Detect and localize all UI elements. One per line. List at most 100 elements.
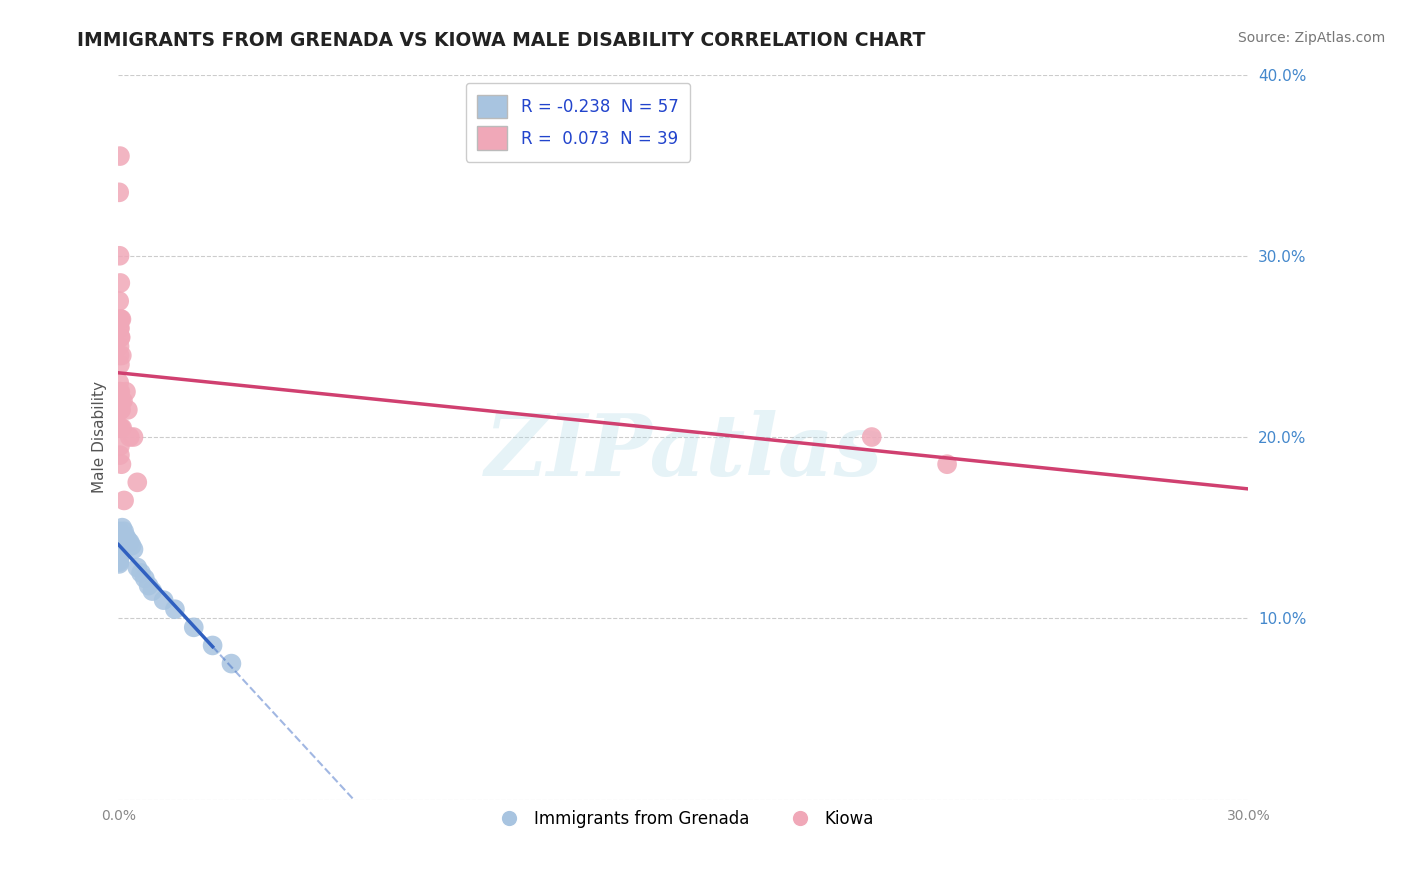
Point	[117, 402, 139, 417]
Point	[110, 402, 132, 417]
Point	[108, 321, 131, 335]
Point	[860, 430, 883, 444]
Point	[110, 421, 132, 435]
Point	[121, 539, 143, 553]
Point	[108, 544, 131, 558]
Legend: Immigrants from Grenada, Kiowa: Immigrants from Grenada, Kiowa	[486, 804, 880, 835]
Point	[108, 294, 131, 309]
Point	[108, 528, 131, 542]
Point	[118, 430, 141, 444]
Point	[108, 537, 131, 551]
Point	[108, 544, 131, 558]
Point	[108, 551, 131, 566]
Point	[108, 546, 131, 560]
Point	[112, 493, 135, 508]
Point	[111, 421, 134, 435]
Point	[108, 149, 131, 163]
Point	[108, 539, 131, 553]
Point	[108, 551, 131, 566]
Point	[111, 348, 134, 362]
Point	[108, 557, 131, 571]
Point	[108, 546, 131, 560]
Point	[108, 548, 131, 562]
Point	[108, 542, 131, 557]
Point	[108, 533, 131, 548]
Point	[108, 249, 131, 263]
Point	[108, 530, 131, 544]
Point	[108, 533, 131, 548]
Point	[115, 384, 138, 399]
Point	[108, 535, 131, 549]
Point	[183, 620, 205, 634]
Point	[110, 312, 132, 326]
Point	[108, 537, 131, 551]
Point	[108, 532, 131, 546]
Point	[108, 546, 131, 560]
Point	[108, 539, 131, 553]
Point	[108, 402, 131, 417]
Point	[108, 530, 131, 544]
Point	[108, 542, 131, 557]
Point	[108, 553, 131, 567]
Point	[127, 475, 149, 490]
Point	[163, 602, 186, 616]
Point	[201, 639, 224, 653]
Point	[108, 439, 131, 453]
Point	[129, 566, 152, 580]
Point	[110, 402, 132, 417]
Point	[108, 348, 131, 362]
Point	[115, 530, 138, 544]
Point	[108, 530, 131, 544]
Point	[111, 393, 134, 408]
Y-axis label: Male Disability: Male Disability	[93, 381, 107, 493]
Text: Source: ZipAtlas.com: Source: ZipAtlas.com	[1237, 31, 1385, 45]
Point	[108, 542, 131, 557]
Point	[108, 524, 131, 539]
Point	[108, 539, 131, 553]
Point	[108, 358, 131, 372]
Point	[108, 544, 131, 558]
Point	[108, 186, 131, 200]
Point	[110, 542, 132, 557]
Point	[110, 276, 132, 290]
Point	[127, 560, 149, 574]
Point	[108, 537, 131, 551]
Point	[108, 321, 131, 335]
Point	[138, 579, 160, 593]
Point	[108, 549, 131, 564]
Point	[108, 312, 131, 326]
Point	[110, 457, 132, 471]
Point	[134, 571, 156, 585]
Point	[152, 593, 174, 607]
Point	[936, 457, 959, 471]
Point	[221, 657, 243, 671]
Point	[108, 376, 131, 390]
Point	[110, 312, 132, 326]
Point	[122, 430, 145, 444]
Point	[141, 584, 163, 599]
Point	[110, 330, 132, 344]
Text: IMMIGRANTS FROM GRENADA VS KIOWA MALE DISABILITY CORRELATION CHART: IMMIGRANTS FROM GRENADA VS KIOWA MALE DI…	[77, 31, 925, 50]
Point	[108, 535, 131, 549]
Point	[110, 402, 132, 417]
Point	[108, 448, 131, 462]
Point	[118, 535, 141, 549]
Point	[108, 539, 131, 553]
Point	[110, 393, 132, 408]
Point	[110, 384, 132, 399]
Point	[108, 528, 131, 542]
Point	[108, 535, 131, 549]
Point	[122, 542, 145, 557]
Point	[108, 339, 131, 353]
Point	[108, 421, 131, 435]
Text: ZIPatlas: ZIPatlas	[484, 409, 883, 493]
Point	[108, 548, 131, 562]
Point	[117, 533, 139, 548]
Point	[108, 551, 131, 566]
Point	[108, 555, 131, 569]
Point	[110, 330, 132, 344]
Point	[112, 524, 135, 539]
Point	[108, 384, 131, 399]
Point	[111, 521, 134, 535]
Point	[108, 541, 131, 555]
